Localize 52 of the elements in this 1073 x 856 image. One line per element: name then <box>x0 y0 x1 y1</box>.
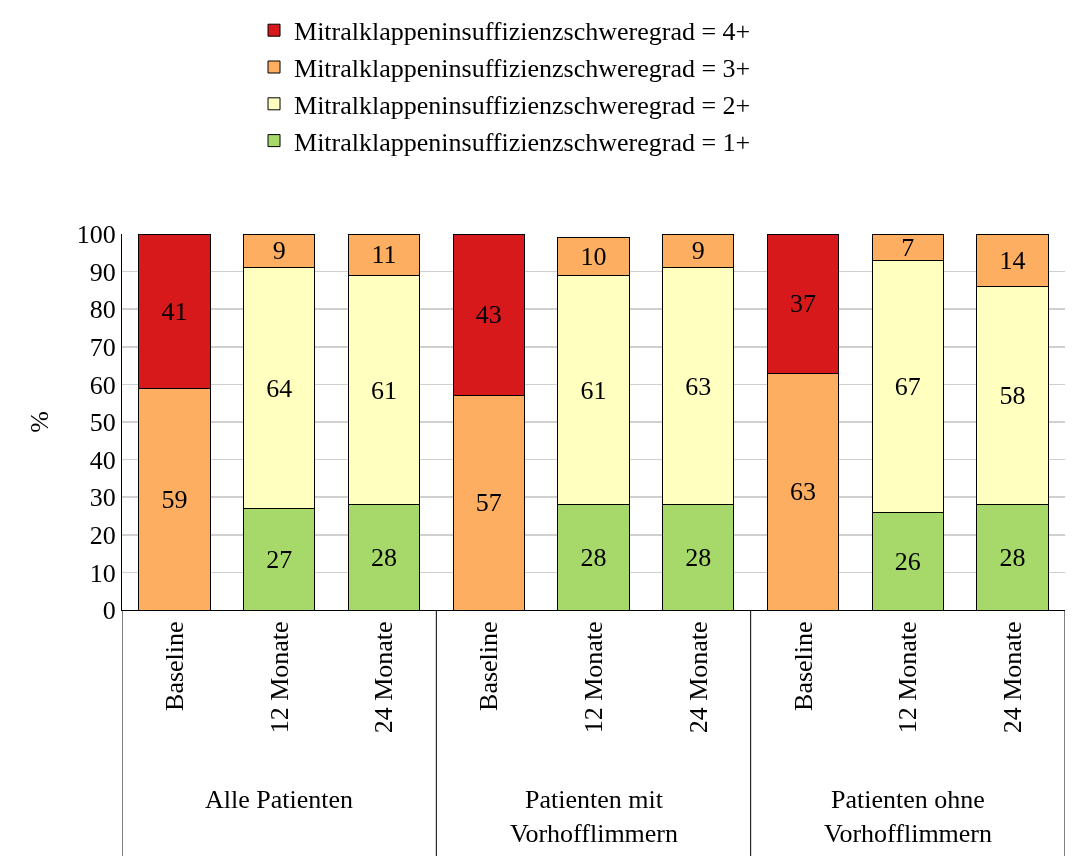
data-label: 57 <box>475 488 502 518</box>
y-tick-label: 90 <box>89 257 116 287</box>
data-label: 28 <box>999 542 1026 572</box>
y-tick-label: 100 <box>76 220 116 250</box>
text: Patienten ohne Vorhofflimmern <box>824 785 993 848</box>
data-label: 61 <box>580 375 607 405</box>
data-label: 28 <box>370 542 397 572</box>
text: Alle Patienten <box>205 785 354 814</box>
x-tick-label: Baseline <box>788 621 818 711</box>
y-axis-title: % <box>25 411 55 433</box>
legend-label: Mitralklappeninsuffizienzschweregrad = 3+ <box>294 54 751 84</box>
legend-label: Mitralklappeninsuffizienzschweregrad = 4+ <box>294 17 751 47</box>
text: Patienten mit Vorhofflimmern <box>510 785 679 848</box>
y-tick-label: 20 <box>89 520 116 550</box>
x-tick-label: Baseline <box>474 621 504 711</box>
data-label: 63 <box>685 371 712 401</box>
legend-label: Mitralklappeninsuffizienzschweregrad = 1+ <box>294 127 751 157</box>
data-label: 10 <box>580 242 607 272</box>
x-tick-label: Baseline <box>159 621 189 711</box>
y-tick-label: 50 <box>89 408 116 438</box>
legend-label: Mitralklappeninsuffizienzschweregrad = 2+ <box>294 90 751 120</box>
y-tick-label: 70 <box>89 332 116 362</box>
data-label: 43 <box>475 300 502 330</box>
data-label: 28 <box>580 542 607 572</box>
x-tick-label: 24 Monate <box>998 621 1028 734</box>
y-tick-label: 10 <box>89 558 116 588</box>
y-tick-label: 60 <box>89 370 116 400</box>
data-label: 14 <box>999 245 1026 275</box>
data-label: 63 <box>790 477 817 507</box>
x-tick-label: 12 Monate <box>893 621 923 734</box>
data-label: 27 <box>266 544 293 574</box>
data-label: 64 <box>266 373 293 403</box>
data-label: 58 <box>999 381 1026 411</box>
y-tick-label: 0 <box>102 596 116 626</box>
data-label: 67 <box>894 371 921 401</box>
data-label: 41 <box>161 296 188 326</box>
x-tick-label: 24 Monate <box>369 621 399 734</box>
x-tick-label: 12 Monate <box>264 621 294 734</box>
data-label: 37 <box>790 289 817 319</box>
data-label: 26 <box>894 546 921 576</box>
y-tick-label: 80 <box>89 295 116 325</box>
x-tick-label: 24 Monate <box>683 621 713 734</box>
data-label: 59 <box>161 484 188 514</box>
data-label: 61 <box>370 375 397 405</box>
data-label: 11 <box>371 240 397 270</box>
x-tick-label: 12 Monate <box>578 621 608 734</box>
data-label: 9 <box>691 236 705 266</box>
data-label: 9 <box>272 236 286 266</box>
y-tick-label: 40 <box>89 445 116 475</box>
data-label: 7 <box>901 232 915 262</box>
y-tick-label: 30 <box>89 483 116 513</box>
data-label: 28 <box>685 542 712 572</box>
